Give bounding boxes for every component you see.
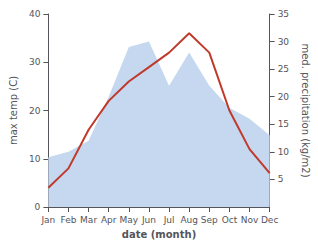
svg-text:0: 0 [35,202,41,212]
svg-text:30: 30 [29,57,41,67]
svg-text:Jan: Jan [40,215,55,225]
svg-text:Jun: Jun [141,215,156,225]
svg-text:May: May [120,215,139,225]
svg-text:25: 25 [278,64,289,74]
svg-text:med. precipitation (kg/m2): med. precipitation (kg/m2) [300,43,311,177]
svg-text:30: 30 [278,37,290,47]
svg-text:10: 10 [278,147,290,157]
svg-text:Mar: Mar [80,215,97,225]
svg-text:20: 20 [278,92,290,102]
svg-text:Apr: Apr [101,215,117,225]
svg-text:15: 15 [278,119,289,129]
svg-text:Aug: Aug [180,215,198,225]
svg-text:max temp (C): max temp (C) [8,76,19,145]
svg-text:Nov: Nov [241,215,259,225]
svg-text:35: 35 [278,9,289,19]
svg-text:Feb: Feb [61,215,77,225]
svg-text:Dec: Dec [261,215,278,225]
svg-text:Sep: Sep [201,215,218,225]
svg-text:20: 20 [29,106,41,116]
svg-text:Oct: Oct [222,215,238,225]
svg-text:5: 5 [278,174,284,184]
svg-text:date (month): date (month) [122,229,196,240]
svg-text:40: 40 [29,9,41,19]
svg-text:10: 10 [29,154,41,164]
svg-text:Jul: Jul [163,215,175,225]
